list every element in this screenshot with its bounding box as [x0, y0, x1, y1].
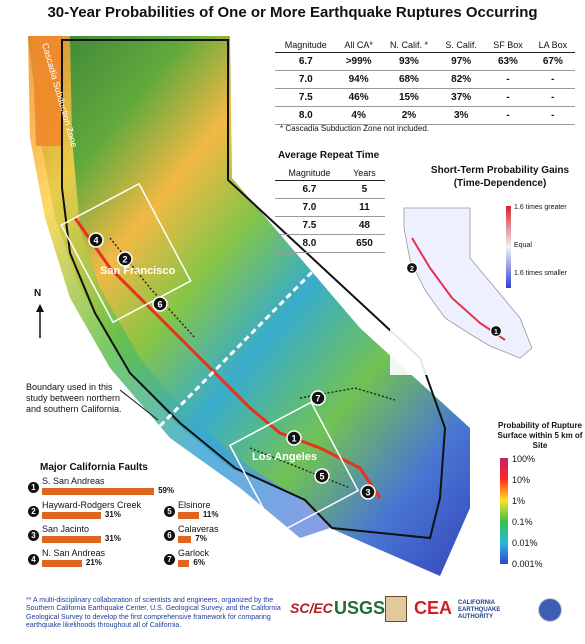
- st-legend-equal: Equal: [514, 242, 532, 249]
- col-magnitude: Magnitude: [275, 38, 337, 53]
- table-row: 7.0 11: [275, 198, 385, 217]
- fault-marker-6[interactable]: 6: [152, 296, 168, 312]
- fault-marker-4[interactable]: 4: [88, 232, 104, 248]
- california-outline: [61, 39, 447, 540]
- cgs-seal-icon[interactable]: [385, 596, 407, 622]
- short-term-fault: [411, 237, 506, 341]
- usgs-logo[interactable]: USGS: [334, 598, 386, 618]
- table-row: 6.7 5: [275, 180, 385, 199]
- col-sf-box: SF Box: [485, 38, 531, 53]
- fault-marker-3[interactable]: 3: [360, 484, 376, 500]
- col-la-box: LA Box: [530, 38, 575, 53]
- st-marker-2[interactable]: 2: [405, 261, 419, 275]
- repeat-time-title: Average Repeat Time: [278, 150, 380, 161]
- fault-bar: [178, 536, 192, 543]
- short-term-legend-bar: [506, 206, 511, 288]
- scec-logo[interactable]: SC/EC: [290, 600, 333, 616]
- fault-bar: [42, 512, 101, 519]
- col-s-calif: S. Calif.: [437, 38, 486, 53]
- table-row: 7.0 94% 68% 82% - -: [275, 70, 575, 89]
- fault-pct: 7%: [195, 534, 207, 543]
- svg-text:2: 2: [410, 266, 414, 273]
- fault-marker-7[interactable]: 7: [310, 390, 326, 406]
- boundary-pointer: [119, 389, 159, 421]
- svg-text:2: 2: [122, 255, 127, 265]
- fault-bar: [178, 560, 190, 567]
- legend-tick: 0.001%: [512, 559, 543, 569]
- svg-text:7: 7: [315, 394, 320, 404]
- la-box[interactable]: [228, 401, 360, 535]
- col-all-ca: All CA*: [336, 38, 381, 53]
- fault-pct: 31%: [104, 534, 121, 543]
- fault-marker-2[interactable]: 2: [117, 251, 133, 267]
- fault-pct: 21%: [85, 558, 102, 567]
- fault-bar: [178, 512, 199, 519]
- sf-label: San Francisco: [100, 265, 175, 277]
- st-marker-1[interactable]: 1: [489, 324, 503, 338]
- california-map[interactable]: San Francisco Los Angeles Cascadia Subdu…: [0, 28, 585, 613]
- fault-san-andreas: [73, 217, 382, 499]
- cascadia-zone: [32, 36, 62, 146]
- table-note: * Cascadia Subduction Zone not included.: [280, 124, 429, 133]
- svg-text:1: 1: [494, 329, 498, 336]
- svg-text:3: 3: [365, 488, 370, 498]
- la-label: Los Angeles: [252, 451, 317, 463]
- st-legend-greater: 1.6 times greater: [514, 204, 567, 211]
- north-arrow-head: [36, 304, 44, 312]
- nsf-logo-icon[interactable]: [538, 598, 562, 622]
- fault-pct: 59%: [158, 486, 175, 495]
- fault-pct: 31%: [104, 510, 121, 519]
- svg-text:4: 4: [93, 236, 98, 246]
- legend-tick: 10%: [512, 475, 531, 485]
- fault-marker-5[interactable]: 5: [314, 468, 330, 484]
- legend-tick: 100%: [512, 454, 536, 464]
- probability-legend-title: Probability of Rupture Surface within 5 …: [497, 421, 583, 450]
- svg-text:6: 6: [157, 300, 162, 310]
- probability-table: Magnitude All CA* N. Calif. * S. Calif. …: [275, 38, 575, 125]
- repeat-time-table: Magnitude Years 6.7 5 7.0 11 7.5 48 8.0 650: [275, 166, 385, 253]
- sf-box[interactable]: [60, 182, 192, 324]
- table-row: 7.5 48: [275, 216, 385, 235]
- page-title: 30-Year Probabilities of One or More Ear…: [47, 4, 538, 21]
- boundary-note: Boundary used in this study between nort…: [26, 382, 122, 414]
- faults-title: Major California Faults: [40, 462, 148, 473]
- table-row: 6.7 >99% 93% 97% 63% 67%: [275, 52, 575, 71]
- fault-bar: [42, 560, 82, 567]
- fault-marker-1[interactable]: 1: [286, 430, 302, 446]
- col-n-calif: N. Calif. *: [380, 38, 438, 53]
- st-legend-smaller: 1.6 times smaller: [514, 270, 567, 277]
- north-south-boundary: [158, 264, 320, 428]
- fault-bar: [42, 536, 101, 543]
- table-row: 8.0 650: [275, 234, 385, 253]
- fault-pct: 6%: [193, 558, 205, 567]
- probability-legend-bar: [500, 458, 508, 564]
- footnote: ** A multi-disciplinary collaboration of…: [26, 597, 281, 630]
- short-term-title: Short-Term Probability Gains (Time-Depen…: [430, 165, 570, 189]
- table-row: 7.5 46% 15% 37% - -: [275, 88, 575, 107]
- legend-tick: 0.01%: [512, 538, 538, 548]
- svg-text:1: 1: [291, 434, 296, 444]
- fault-pct: 11%: [202, 510, 219, 519]
- svg-text:5: 5: [319, 472, 324, 482]
- north-label: N: [34, 288, 42, 299]
- cea-subtitle: CALIFORNIA EARTHQUAKE AUTHORITY: [458, 600, 501, 620]
- table-row: 8.0 4% 2% 3% - -: [275, 106, 575, 125]
- short-term-state: [403, 207, 533, 359]
- legend-tick: 1%: [512, 496, 526, 506]
- legend-tick: 0.1%: [512, 517, 533, 527]
- probability-surface: [28, 36, 470, 576]
- cea-logo[interactable]: CEA: [414, 598, 453, 618]
- fault-bar: [42, 488, 155, 495]
